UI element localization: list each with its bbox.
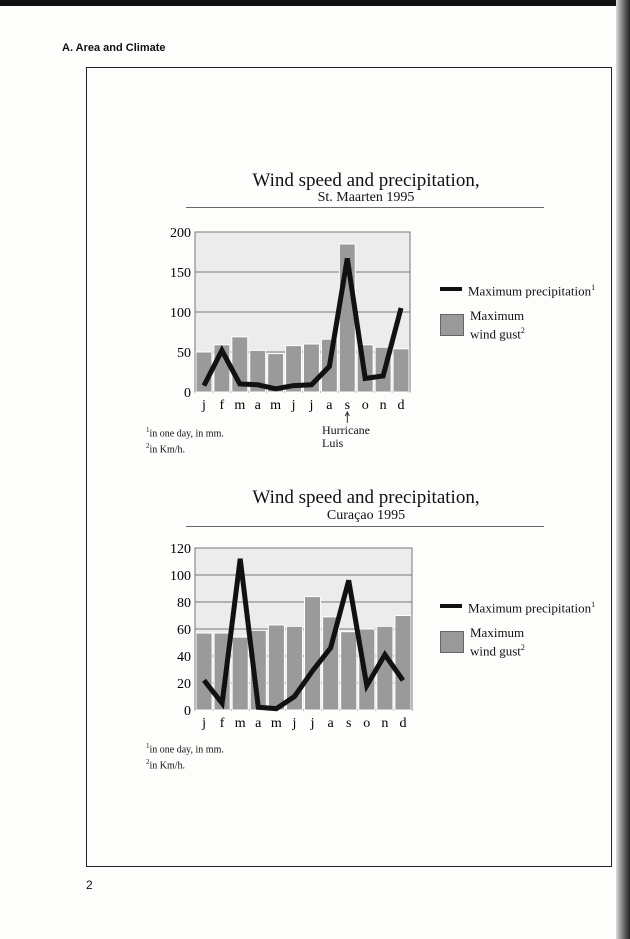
footnotes: 1in one day, in mm. 2in Km/h.: [146, 424, 224, 457]
footnote-marker: 1: [146, 426, 150, 434]
x-tick-label: j: [291, 398, 296, 413]
x-tick-label: d: [398, 398, 405, 413]
legend: Maximum precipitation1 Maximum wind gust…: [440, 597, 595, 669]
legend-label: Maximum wind gust: [470, 625, 525, 659]
wind-gust-bar: [285, 345, 303, 393]
page-number: 2: [86, 878, 93, 892]
chart-title: Wind speed and precipitation,: [252, 170, 480, 191]
x-tick-label: o: [362, 398, 369, 413]
footnote-marker: 2: [146, 442, 150, 451]
x-tick-label: o: [363, 716, 370, 731]
scan-edge: [616, 0, 630, 939]
x-tick-label: j: [310, 716, 315, 731]
x-tick-label: m: [270, 398, 281, 413]
y-tick-label: 50: [177, 346, 191, 361]
legend-item-wind-gust: Maximum wind gust2: [440, 308, 595, 342]
x-tick-label: s: [346, 716, 351, 731]
section-header: A. Area and Climate: [62, 42, 166, 54]
precipitation-line: [201, 257, 404, 392]
legend-label: Maximum precipitation: [468, 283, 592, 299]
legend: Maximum precipitation1 Maximum wind gust…: [440, 280, 595, 352]
legend-sup: 1: [591, 283, 596, 292]
y-tick-label: 0: [184, 704, 191, 719]
y-tick-label: 60: [177, 623, 191, 638]
y-tick-label: 150: [170, 266, 191, 281]
wind-gust-bar: [392, 348, 410, 393]
legend-label: Maximum wind gust: [470, 308, 525, 342]
arrow-head-icon: [344, 410, 350, 417]
bar-swatch: [440, 630, 464, 653]
legend-label: Maximum precipitation: [468, 600, 592, 616]
precipitation-line: [202, 558, 406, 712]
x-tick-label: f: [220, 398, 225, 413]
x-tick-label: d: [399, 716, 406, 731]
footnote-2: in Km/h.: [149, 760, 186, 772]
wind-gust-bar: [249, 349, 267, 393]
x-tick-label: a: [328, 716, 335, 731]
x-tick-label: j: [292, 716, 297, 731]
x-tick-label: a: [326, 398, 333, 413]
chart-title: Wind speed and precipitation,: [252, 487, 480, 508]
wind-gust-bar: [267, 353, 285, 393]
x-tick-label: j: [309, 398, 314, 413]
x-tick-label: m: [271, 716, 282, 731]
x-tick-label: m: [234, 398, 245, 413]
y-tick-label: 40: [177, 650, 191, 665]
x-tick-label: j: [201, 716, 206, 731]
legend-item-wind-gust: Maximum wind gust2: [440, 625, 595, 659]
wind-gust-bar: [340, 631, 358, 711]
wind-gust-bar: [267, 624, 285, 711]
wind-gust-bar: [394, 615, 412, 711]
footnote-1: in one day, in mm.: [149, 428, 224, 440]
wind-gust-bar: [304, 596, 322, 711]
legend-sup: 2: [520, 643, 525, 653]
chart-subtitle: St. Maarten 1995: [317, 190, 415, 205]
y-tick-label: 200: [170, 226, 191, 241]
y-tick-label: 80: [177, 596, 191, 611]
y-tick-label: 0: [184, 386, 191, 401]
figure-frame: [86, 67, 612, 867]
x-tick-label: f: [220, 716, 225, 731]
title-rule: [186, 526, 544, 527]
x-tick-label: s: [345, 398, 350, 413]
x-tick-label: n: [381, 716, 388, 731]
annotation-line-2: Luis: [322, 436, 344, 450]
line-swatch: [440, 287, 462, 292]
legend-item-precipitation: Maximum precipitation1: [440, 597, 595, 615]
x-tick-label: a: [255, 716, 262, 731]
x-tick-label: n: [380, 398, 387, 413]
bar-swatch: [440, 313, 464, 336]
legend-sup: 2: [520, 326, 525, 336]
title-rule: [186, 207, 544, 208]
line-swatch: [440, 604, 462, 609]
footnote-1: in one day, in mm.: [149, 744, 224, 756]
legend-item-precipitation: Maximum precipitation1: [440, 280, 595, 298]
footnote-marker: 1: [146, 742, 150, 750]
y-tick-label: 100: [170, 306, 191, 321]
legend-sup: 1: [591, 600, 596, 609]
hurricane-annotation: Hurricane Luis: [322, 424, 370, 450]
chart-subtitle: Curaçao 1995: [326, 508, 406, 523]
x-tick-label: a: [255, 398, 262, 413]
wind-gust-bar: [231, 636, 249, 711]
footnote-marker: 2: [146, 758, 150, 767]
footnotes: 1in one day, in mm. 2in Km/h.: [146, 740, 224, 773]
y-tick-label: 120: [170, 542, 191, 557]
footnote-2: in Km/h.: [149, 444, 186, 456]
wind-gust-bar: [195, 632, 213, 711]
scan-edge: [0, 0, 630, 6]
annotation-line-1: Hurricane: [322, 423, 370, 437]
x-tick-label: j: [201, 398, 206, 413]
y-tick-label: 100: [170, 569, 191, 584]
y-tick-label: 20: [177, 677, 191, 692]
x-tick-label: m: [235, 716, 246, 731]
